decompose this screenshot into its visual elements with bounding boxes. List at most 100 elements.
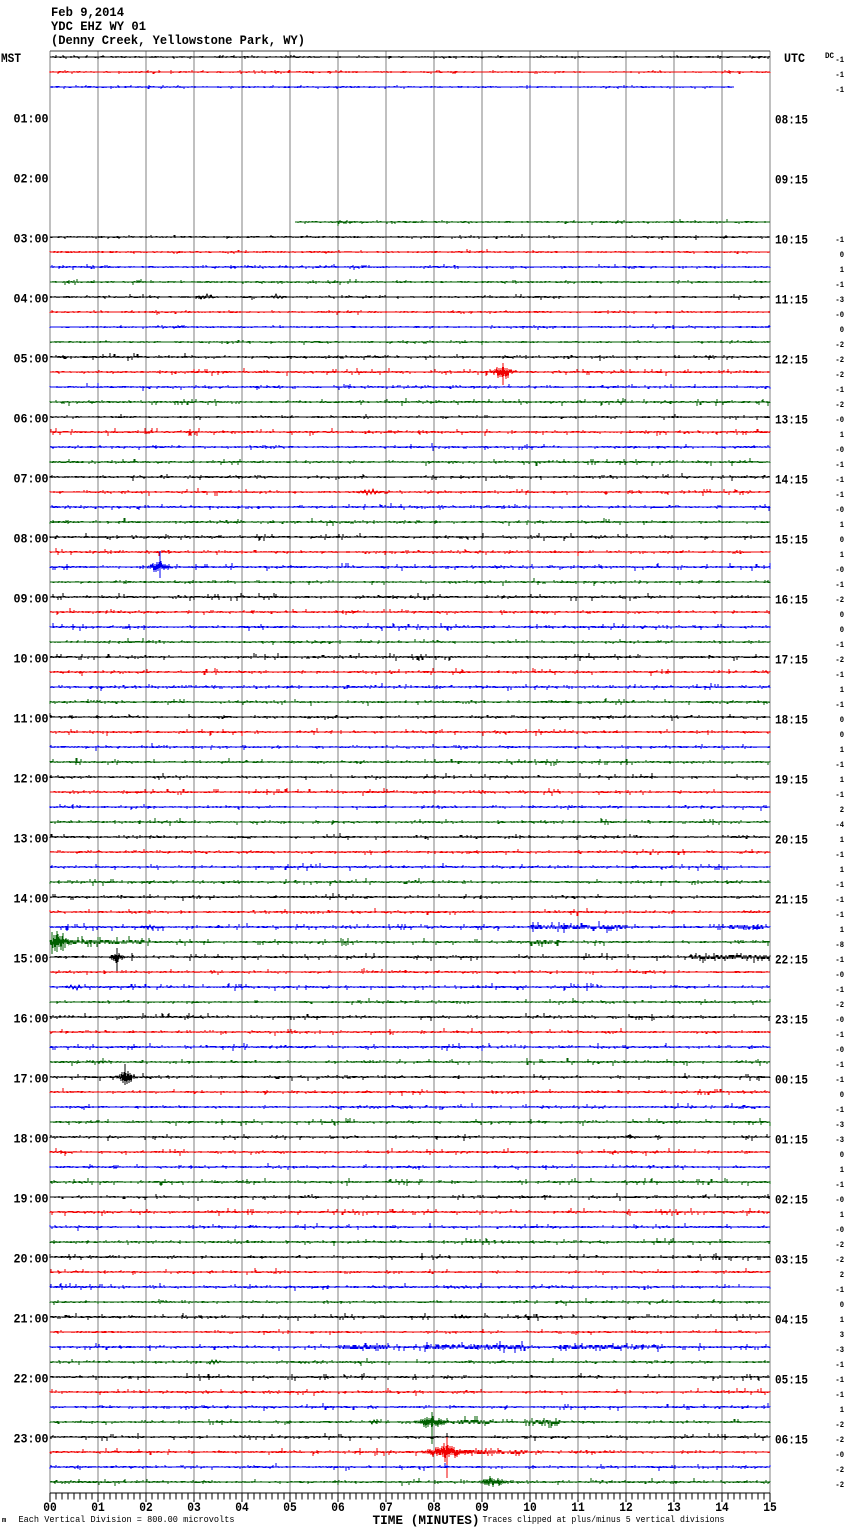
- svg-text:1: 1: [840, 1211, 844, 1220]
- svg-text:-2: -2: [835, 656, 844, 665]
- svg-text:-2: -2: [835, 1466, 844, 1475]
- svg-text:-1: -1: [835, 1361, 844, 1370]
- svg-text:-1: -1: [835, 1076, 844, 1085]
- svg-text:-2: -2: [835, 596, 844, 605]
- svg-text:-0: -0: [835, 566, 844, 575]
- svg-text:-0: -0: [835, 506, 844, 515]
- svg-text:-1: -1: [835, 791, 844, 800]
- svg-text:0: 0: [840, 1301, 844, 1310]
- svg-text:1: 1: [840, 746, 844, 755]
- svg-text:12: 12: [619, 1500, 633, 1515]
- svg-text:-1: -1: [835, 386, 844, 395]
- svg-text:-1: -1: [835, 896, 844, 905]
- svg-text:06:00: 06:00: [14, 412, 49, 427]
- svg-text:-1: -1: [835, 641, 844, 650]
- svg-text:02:00: 02:00: [14, 172, 49, 187]
- svg-text:-1: -1: [835, 281, 844, 290]
- svg-text:-1: -1: [835, 701, 844, 710]
- svg-text:0: 0: [840, 1091, 844, 1100]
- svg-text:0: 0: [840, 251, 844, 260]
- svg-text:03:00: 03:00: [14, 232, 49, 247]
- svg-text:-1: -1: [835, 491, 844, 500]
- svg-text:-1: -1: [835, 881, 844, 890]
- svg-text:10:15: 10:15: [775, 233, 808, 248]
- svg-text:UTC: UTC: [784, 51, 805, 66]
- svg-text:14: 14: [715, 1500, 729, 1515]
- svg-text:-1: -1: [835, 1391, 844, 1400]
- svg-text:1: 1: [840, 551, 844, 560]
- svg-text:-3: -3: [835, 296, 844, 305]
- svg-text:-1: -1: [835, 461, 844, 470]
- svg-text:YDC EHZ WY 01: YDC EHZ WY 01: [51, 19, 146, 34]
- svg-text:-0: -0: [835, 1451, 844, 1460]
- svg-text:2: 2: [840, 806, 844, 815]
- svg-text:03:15: 03:15: [775, 1253, 808, 1268]
- svg-text:MST: MST: [1, 51, 21, 66]
- svg-text:-1: -1: [835, 986, 844, 995]
- svg-text:0: 0: [840, 611, 844, 620]
- svg-text:1: 1: [840, 866, 844, 875]
- svg-text:01:00: 01:00: [14, 112, 49, 127]
- svg-text:-1: -1: [835, 761, 844, 770]
- svg-text:23:00: 23:00: [14, 1432, 49, 1447]
- svg-text:-3: -3: [835, 1136, 844, 1145]
- svg-text:00: 00: [43, 1500, 57, 1515]
- svg-text:-0: -0: [835, 1196, 844, 1205]
- svg-text:12:00: 12:00: [14, 772, 49, 787]
- svg-text:-0: -0: [835, 971, 844, 980]
- svg-text:-1: -1: [835, 56, 844, 65]
- svg-text:0: 0: [840, 626, 844, 635]
- svg-text:Each Vertical Division = 800.: Each Vertical Division = 800.00 microvol…: [19, 1515, 235, 1525]
- svg-text:-1: -1: [835, 851, 844, 860]
- svg-text:07:00: 07:00: [14, 472, 49, 487]
- svg-text:10: 10: [523, 1500, 537, 1515]
- svg-text:-1: -1: [835, 911, 844, 920]
- svg-text:0: 0: [840, 716, 844, 725]
- svg-text:-1: -1: [835, 1181, 844, 1190]
- svg-text:11:15: 11:15: [775, 293, 808, 308]
- svg-text:04:15: 04:15: [775, 1313, 808, 1328]
- svg-text:-4: -4: [835, 821, 844, 830]
- svg-text:18:00: 18:00: [14, 1132, 49, 1147]
- svg-text:-1: -1: [835, 1106, 844, 1115]
- svg-text:-1: -1: [835, 71, 844, 80]
- svg-text:09:15: 09:15: [775, 173, 808, 188]
- svg-text:19:00: 19:00: [14, 1192, 49, 1207]
- svg-text:1: 1: [840, 926, 844, 935]
- svg-text:0: 0: [840, 1151, 844, 1160]
- svg-text:-1: -1: [835, 1376, 844, 1385]
- svg-text:-0: -0: [835, 1016, 844, 1025]
- svg-text:1: 1: [840, 1406, 844, 1415]
- svg-text:-1: -1: [835, 1286, 844, 1295]
- svg-text:-2: -2: [835, 1481, 844, 1490]
- svg-text:16:15: 16:15: [775, 593, 808, 608]
- svg-text:15: 15: [763, 1500, 777, 1515]
- svg-text:(Denny Creek, Yellowstone Park: (Denny Creek, Yellowstone Park, WY): [51, 33, 305, 48]
- svg-text:-2: -2: [835, 341, 844, 350]
- svg-text:m: m: [2, 1517, 6, 1525]
- svg-text:-1: -1: [835, 476, 844, 485]
- svg-text:-1: -1: [835, 1031, 844, 1040]
- svg-text:-1: -1: [835, 1061, 844, 1070]
- svg-text:DC: DC: [825, 52, 834, 61]
- svg-text:19:15: 19:15: [775, 773, 808, 788]
- svg-text:09: 09: [475, 1500, 489, 1515]
- svg-text:Traces clipped at plus/minus 5: Traces clipped at plus/minus 5 vertical …: [483, 1515, 725, 1525]
- svg-text:05:00: 05:00: [14, 352, 49, 367]
- svg-text:02: 02: [139, 1500, 153, 1515]
- svg-text:3: 3: [840, 1331, 844, 1340]
- svg-text:01:15: 01:15: [775, 1133, 808, 1148]
- svg-text:1: 1: [840, 686, 844, 695]
- svg-text:-1: -1: [835, 236, 844, 245]
- svg-text:-1: -1: [835, 956, 844, 965]
- svg-text:15:00: 15:00: [14, 952, 49, 967]
- svg-text:15:15: 15:15: [775, 533, 808, 548]
- svg-text:-8: -8: [835, 941, 844, 950]
- svg-text:-2: -2: [835, 1241, 844, 1250]
- svg-text:11:00: 11:00: [14, 712, 49, 727]
- svg-text:07: 07: [379, 1500, 393, 1515]
- svg-text:08:00: 08:00: [14, 532, 49, 547]
- svg-text:09:00: 09:00: [14, 592, 49, 607]
- svg-text:-1: -1: [835, 86, 844, 95]
- svg-text:02:15: 02:15: [775, 1193, 808, 1208]
